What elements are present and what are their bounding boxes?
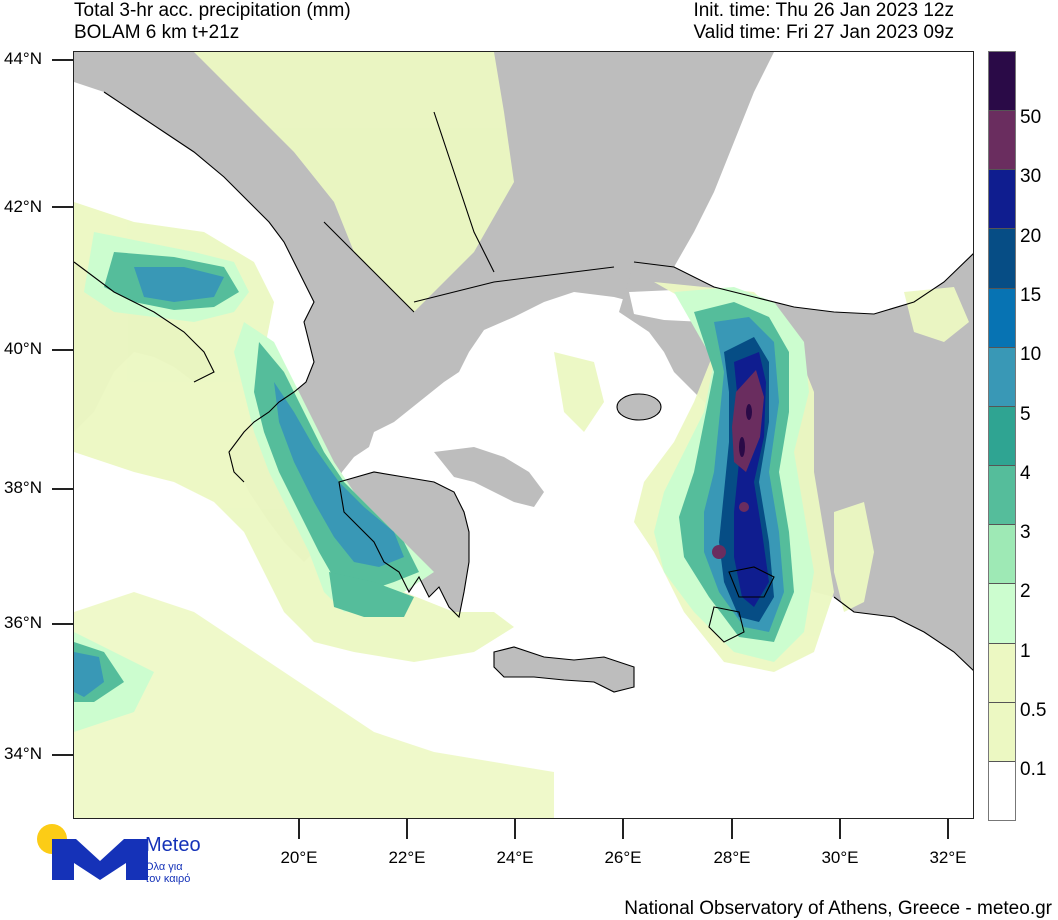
footer-credit: National Observatory of Athens, Greece -… [624, 898, 1052, 919]
colorbar-label: 15 [1020, 285, 1042, 306]
coastlines [74, 91, 973, 693]
lon-tick [731, 819, 733, 839]
lat-label-42: 42°N [4, 197, 42, 216]
colorbar-segment [989, 288, 1015, 348]
colorbar-segment [989, 466, 1015, 526]
lat-tick [52, 206, 73, 208]
lat-tick [52, 59, 73, 61]
colorbar [988, 51, 1016, 821]
lon-label-28: 28°E [713, 848, 751, 867]
colorbar-segment [989, 347, 1015, 407]
colorbar-segment [989, 170, 1015, 230]
land-crete [494, 647, 634, 692]
tagline-line1: Όλα για [145, 861, 183, 873]
logo-brand: Meteo [145, 834, 201, 856]
logo-tagline: Όλα για τον καιρό [145, 861, 190, 885]
lon-label-20: 20°E [280, 848, 318, 867]
lat-tick [52, 623, 73, 625]
map-canvas [74, 52, 973, 818]
colorbar-label: 4 [1020, 463, 1031, 484]
lon-tick [298, 819, 300, 839]
colorbar-segment [989, 584, 1015, 644]
tagline-line2: τον καιρό [145, 873, 191, 885]
land-attica [434, 447, 544, 507]
map-title: Total 3-hr acc. precipitation (mm) BOLAM… [74, 0, 351, 44]
colorbar-label: 0.5 [1020, 700, 1047, 721]
colorbar-segment [989, 525, 1015, 585]
colorbar-segment [989, 111, 1015, 171]
land-lesvos [617, 394, 661, 420]
title-variable: Total 3-hr acc. precipitation (mm) [74, 0, 351, 21]
colorbar-segment [989, 52, 1015, 112]
init-time: Init. time: Thu 26 Jan 2023 12z [693, 0, 954, 21]
lat-label-38: 38°N [4, 478, 42, 497]
lon-label-26: 26°E [604, 848, 642, 867]
precipitation-map [73, 51, 974, 819]
lat-label-36: 36°N [4, 613, 42, 632]
meteo-logo[interactable]: Meteo Όλα για τον καιρό [34, 822, 214, 885]
precip-max [739, 404, 752, 457]
lon-label-32: 32°E [929, 848, 967, 867]
lat-label-34: 34°N [4, 744, 42, 763]
colorbar-label: 30 [1020, 166, 1042, 187]
black-sea [494, 52, 973, 272]
colorbar-label: 3 [1020, 522, 1031, 543]
colorbar-label: 10 [1020, 344, 1042, 365]
colorbar-label: 20 [1020, 226, 1042, 247]
lon-tick [947, 819, 949, 839]
lon-label-24: 24°E [496, 848, 534, 867]
title-model: BOLAM 6 km t+21z [74, 22, 240, 43]
time-info: Init. time: Thu 26 Jan 2023 12z Valid ti… [693, 0, 954, 44]
lat-label-44: 44°N [4, 49, 42, 68]
lon-label-30: 30°E [821, 848, 859, 867]
lat-label-40: 40°N [4, 339, 42, 358]
colorbar-segment [989, 229, 1015, 289]
lon-tick [406, 819, 408, 839]
colorbar-segment [989, 643, 1015, 703]
lon-tick [622, 819, 624, 839]
lon-tick [839, 819, 841, 839]
colorbar-label: 50 [1020, 107, 1042, 128]
lon-label-22: 22°E [388, 848, 426, 867]
lat-tick [52, 754, 73, 756]
colorbar-label: 0.1 [1020, 759, 1047, 780]
colorbar-label: 1 [1020, 641, 1031, 662]
lon-tick [514, 819, 516, 839]
m-logo-icon [52, 839, 148, 880]
valid-time: Valid time: Fri 27 Jan 2023 09z [693, 22, 954, 43]
colorbar-segment [989, 761, 1015, 821]
colorbar-label: 2 [1020, 581, 1031, 602]
colorbar-segment [989, 406, 1015, 467]
lat-tick [52, 488, 73, 490]
colorbar-label: 5 [1020, 404, 1031, 425]
lat-tick [52, 349, 73, 351]
colorbar-segment [989, 702, 1015, 762]
